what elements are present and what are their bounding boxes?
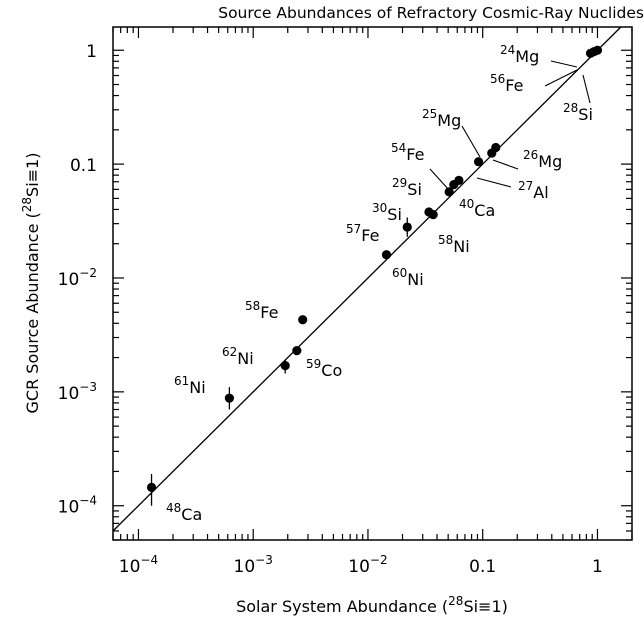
y-axis-title: GCR Source Abundance (28Si≡1) — [20, 153, 42, 414]
y-tick-label-exponent: −2 — [79, 266, 97, 280]
leader-line-28-si — [582, 74, 591, 104]
data-point-61-ni — [224, 393, 234, 403]
leader-line-25-mg — [461, 125, 481, 158]
point-label-30-si: 30Si — [372, 201, 402, 224]
y-tick-labels: 10−410−310−20.11 — [58, 42, 97, 517]
tick-marks — [112, 27, 633, 541]
plot-frame — [112, 26, 633, 541]
data-point-58-fe — [298, 315, 308, 325]
leader-line-27-al — [476, 177, 512, 188]
y-tick-label-base: 1 — [86, 42, 97, 62]
point-label-56-fe: 56Fe — [490, 72, 523, 95]
x-tick-label-exponent: −3 — [255, 553, 273, 567]
data-point-29-si — [444, 187, 454, 197]
data-point-48-ca — [146, 482, 157, 492]
point-label-25-mg: 25Mg — [422, 107, 461, 130]
point-label-58-ni: 58Ni — [438, 233, 470, 256]
data-point-58-ni — [428, 210, 438, 220]
x-tick-label-base: 10 — [119, 557, 141, 577]
point-labels: 28Si 24Mg 56Fe 26Mg 25Mg 27Al 40Ca 54Fe 29Si30Si… — [166, 43, 593, 524]
y-tick-label-base: 10 — [58, 384, 80, 404]
y-tick-label-base: 10 — [58, 270, 80, 290]
x-tick-label-base: 1 — [592, 557, 603, 577]
error-bars — [150, 217, 408, 506]
point-label-29-si: 29Si — [392, 176, 422, 199]
y-tick-label: 10−2 — [58, 266, 97, 290]
point-label-54-fe: 54Fe — [391, 141, 424, 164]
y-tick-label: 10−3 — [58, 380, 97, 404]
x-tick-label-base: 10 — [348, 557, 370, 577]
data-points — [146, 45, 603, 492]
point-label-24-mg: 24Mg — [500, 43, 539, 66]
leader-line-56-fe — [544, 69, 578, 87]
data-point-59-co — [292, 346, 302, 356]
leader-line-54-fe — [429, 168, 450, 191]
x-tick-label: 10−4 — [119, 553, 158, 577]
data-point-60-ni — [381, 250, 392, 260]
leader-line-24-mg — [550, 60, 578, 68]
identity-line — [112, 26, 622, 532]
data-point-27-al — [473, 157, 484, 167]
y-tick-label-base: 0.1 — [70, 156, 97, 176]
x-tick-label: 0.1 — [469, 557, 496, 577]
point-label-28-si: 28Si — [563, 101, 593, 124]
point-label-62-ni: 62Ni — [222, 345, 254, 368]
point-label-58-fe: 58Fe — [245, 299, 278, 322]
x-tick-labels: 10−4 10−3 10−2 0.1 1 — [119, 553, 603, 577]
x-axis-title: Solar System Abundance (28Si≡1) — [236, 594, 508, 616]
y-tick-label-exponent: −4 — [79, 494, 97, 508]
point-label-59-co: 59Co — [306, 357, 342, 380]
x-tick-label-exponent: −2 — [370, 553, 388, 567]
x-tick-label: 10−2 — [348, 553, 387, 577]
point-label-61-ni: 61Ni — [174, 374, 206, 397]
y-tick-label: 0.1 — [70, 156, 97, 176]
data-point-54-fe — [449, 180, 459, 190]
data-point-57-fe — [402, 222, 412, 232]
y-tick-label: 10−4 — [58, 494, 97, 518]
data-point-56-fe — [585, 48, 596, 58]
point-label-60-ni: 60Ni — [392, 266, 424, 289]
point-label-57-fe: 57Fe — [346, 222, 379, 245]
point-label-26-mg: 26Mg — [523, 148, 562, 171]
x-tick-label-base: 0.1 — [469, 557, 496, 577]
point-label-27-al: 27Al — [518, 179, 549, 202]
data-point-25-mg — [487, 148, 497, 158]
x-tick-label: 1 — [592, 557, 603, 577]
x-tick-label-exponent: −4 — [140, 553, 158, 567]
y-tick-label-exponent: −3 — [79, 380, 97, 394]
point-label-40-ca: 40Ca — [459, 197, 495, 220]
point-label-48-ca: 48Ca — [166, 501, 202, 524]
x-tick-label-base: 10 — [234, 557, 256, 577]
x-tick-label: 10−3 — [234, 553, 273, 577]
chart-title: Source Abundances of Refractory Cosmic-R… — [218, 4, 644, 22]
leader-line-26-mg — [492, 159, 519, 170]
y-tick-label-base: 10 — [58, 498, 80, 518]
data-point-62-ni — [280, 361, 290, 371]
y-tick-label: 1 — [86, 42, 97, 62]
